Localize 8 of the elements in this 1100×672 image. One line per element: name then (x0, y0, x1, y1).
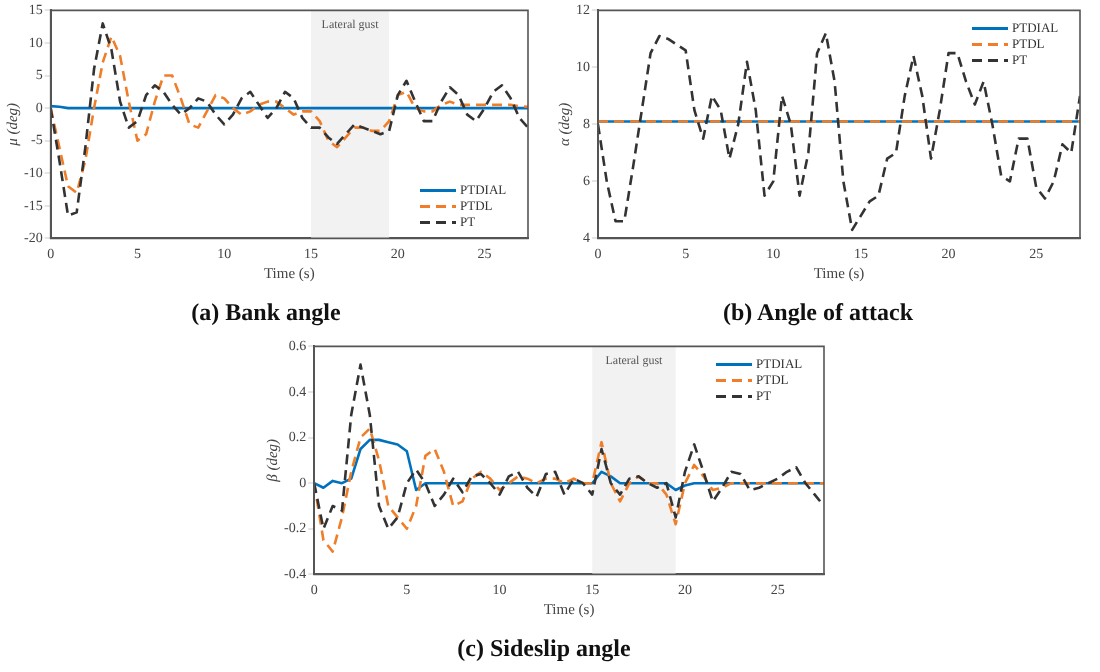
line-series (50, 22, 528, 217)
text: (c) Sideslip angle (457, 633, 633, 662)
line-series (314, 363, 824, 531)
line-series (314, 427, 824, 553)
line-series (598, 31, 1080, 232)
text: (a) Bank angle (191, 297, 343, 326)
text: (b) Angle of attack (723, 297, 914, 326)
line-series (50, 35, 528, 195)
